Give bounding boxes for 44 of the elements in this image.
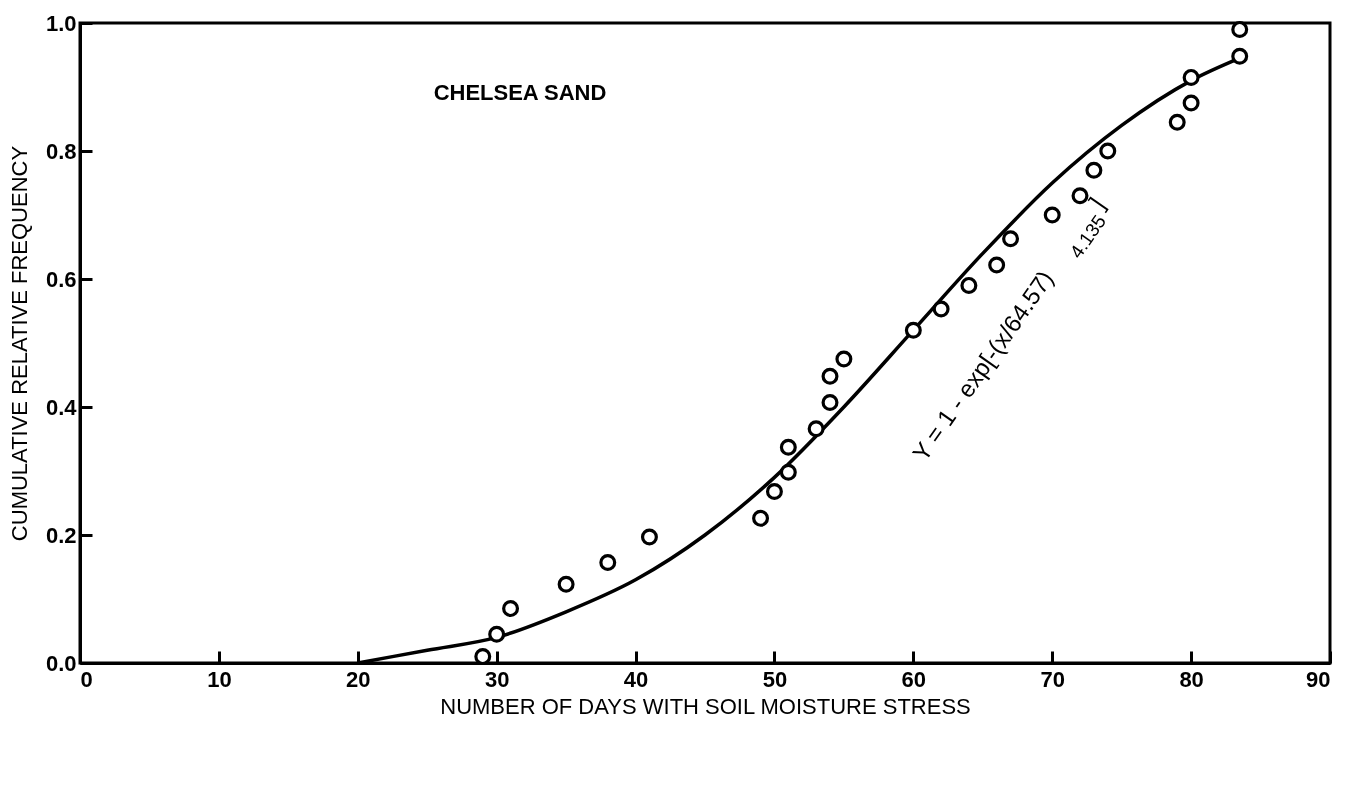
- point: [752, 509, 770, 527]
- x-tick-label: 40: [623, 666, 649, 692]
- point: [599, 554, 617, 571]
- x-tick-label: 90: [1306, 666, 1331, 692]
- point: [779, 463, 797, 481]
- y-axis-title: CUMULATIVE RELATIVE FREQUENCY: [6, 145, 32, 542]
- point: [807, 420, 825, 438]
- point: [904, 321, 922, 339]
- y-tick-label: 0.2: [45, 522, 77, 548]
- point: [1043, 206, 1061, 224]
- point: [765, 483, 783, 500]
- point: [557, 575, 575, 593]
- point: [1231, 20, 1249, 38]
- point: [932, 300, 950, 318]
- y-tick-label: 0.6: [45, 266, 77, 292]
- x-tick-label: 10: [207, 666, 232, 692]
- point: [502, 600, 520, 618]
- x-tick-label: 70: [1040, 666, 1065, 692]
- y-tick-label: 0.8: [45, 138, 77, 164]
- x-tick-label: 20: [346, 666, 371, 692]
- text: CHELSEA SAND: [433, 80, 607, 105]
- x-tick-label: 30: [484, 666, 510, 692]
- x-tick-label: 50: [762, 666, 788, 692]
- point: [821, 394, 839, 411]
- x-tick-label: 0: [80, 666, 93, 692]
- point: [1182, 94, 1200, 112]
- x-axis-title: NUMBER OF DAYS WITH SOIL MOISTURE STRESS: [440, 693, 971, 719]
- y-tick-label: 0.4: [45, 394, 78, 420]
- point: [1071, 187, 1089, 205]
- point: [1002, 230, 1020, 248]
- point: [1231, 47, 1249, 65]
- point: [1099, 142, 1117, 160]
- x-tick-label: 60: [901, 666, 927, 692]
- point: [779, 438, 797, 456]
- y-tick-label: 0.0: [45, 650, 77, 676]
- point: [1182, 68, 1200, 86]
- point: [1085, 161, 1103, 179]
- y-tick-label: 1.0: [45, 10, 77, 36]
- point: [1168, 113, 1186, 131]
- point: [488, 625, 506, 643]
- point: [835, 350, 853, 368]
- point: [821, 367, 839, 385]
- point: [640, 528, 658, 546]
- x-tick-label: 80: [1179, 666, 1204, 692]
